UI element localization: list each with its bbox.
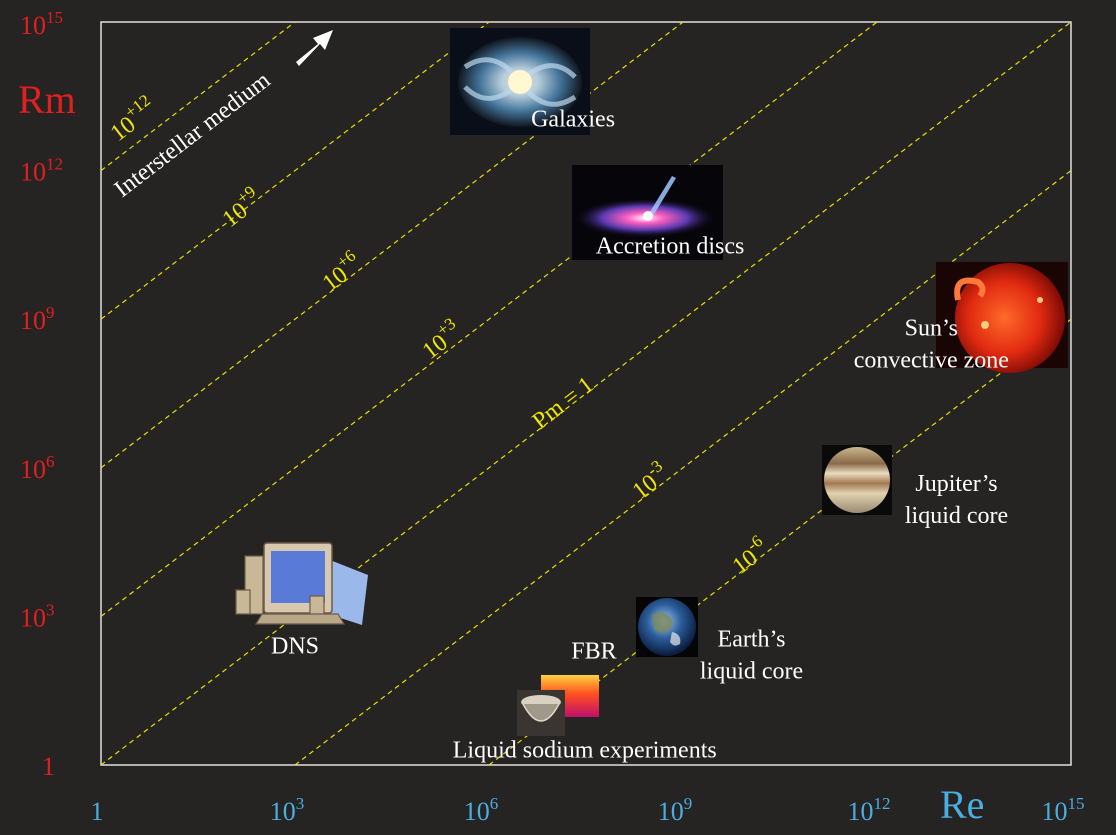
y-tick-2: 106 xyxy=(20,452,55,484)
label-sodium-experiment: Liquid sodium experiments xyxy=(453,737,717,763)
accretion-disc-icon xyxy=(572,165,723,260)
jupiter-icon xyxy=(822,445,892,515)
x-tick-4: 1012 xyxy=(848,794,891,826)
pm-label-4: Pm = 1 xyxy=(528,372,599,435)
interstellar-arrow-icon xyxy=(296,30,333,66)
x-tick-1: 103 xyxy=(270,794,305,826)
y-tick-1: 103 xyxy=(20,600,55,632)
pm-line-3 xyxy=(100,21,878,617)
sun-icon xyxy=(936,262,1068,373)
label-galaxy: Galaxies xyxy=(531,107,615,133)
label-earth: Earth’s liquid core xyxy=(700,626,803,684)
y-axis-ticks: 1 103 106 109 1012 1015 xyxy=(20,8,63,781)
pm-line-1 xyxy=(100,21,490,320)
computer-icon xyxy=(235,542,368,625)
label-sun: Sun’s convective zone xyxy=(854,315,1009,373)
x-axis-title: Re xyxy=(940,782,984,827)
galaxy-icon xyxy=(450,28,590,135)
label-accretion-disc: Accretion discs xyxy=(596,233,745,259)
y-tick-3: 109 xyxy=(20,303,55,335)
sodium-experiment-icon xyxy=(517,690,565,736)
label-fbr: FBR xyxy=(571,639,616,665)
label-jupiter: Jupiter’s liquid core xyxy=(905,471,1008,529)
y-tick-5: 1015 xyxy=(20,8,63,40)
pm-label-2: 10+6 xyxy=(314,246,367,297)
pm-label-1: 10+9 xyxy=(214,182,267,233)
pm-label-6: 10-6 xyxy=(724,531,774,580)
pm-line-0 xyxy=(100,21,296,172)
y-tick-0: 1 xyxy=(42,752,55,781)
y-tick-4: 1012 xyxy=(20,155,63,187)
point-labels: Galaxies Accretion discs Sun’s convective z… xyxy=(271,107,1009,764)
x-axis-ticks: 1 103 106 109 1012 1015 xyxy=(91,794,1085,826)
pm-label-5: 10-3 xyxy=(624,456,674,505)
x-tick-2: 106 xyxy=(464,794,499,826)
pm-label-3: 10+3 xyxy=(414,314,467,365)
x-tick-3: 109 xyxy=(658,794,693,826)
label-computer: DNS xyxy=(271,634,319,660)
x-tick-5: 1015 xyxy=(1042,794,1085,826)
y-axis-title: Rm xyxy=(18,77,76,122)
earth-icon xyxy=(636,597,698,657)
x-tick-0: 1 xyxy=(91,797,104,826)
pm-line-4 xyxy=(100,21,1072,766)
plot-frame xyxy=(100,21,1072,766)
pm-label-0: 10+12 xyxy=(102,91,162,147)
